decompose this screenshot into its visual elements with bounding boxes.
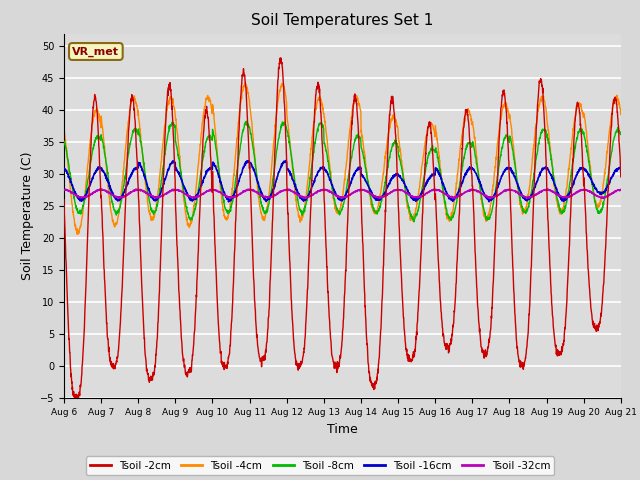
Title: Soil Temperatures Set 1: Soil Temperatures Set 1 (252, 13, 433, 28)
Text: VR_met: VR_met (72, 47, 119, 57)
Y-axis label: Soil Temperature (C): Soil Temperature (C) (21, 152, 35, 280)
Legend: Tsoil -2cm, Tsoil -4cm, Tsoil -8cm, Tsoil -16cm, Tsoil -32cm: Tsoil -2cm, Tsoil -4cm, Tsoil -8cm, Tsoi… (86, 456, 554, 475)
X-axis label: Time: Time (327, 423, 358, 436)
